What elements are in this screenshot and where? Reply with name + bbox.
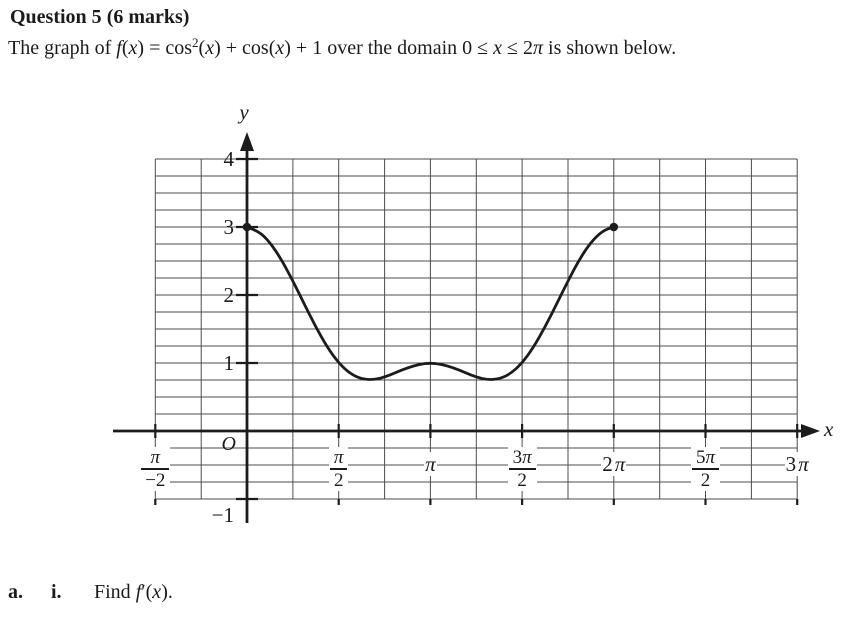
question-number: Question 5	[10, 6, 102, 28]
intro-run: ) + 1 over the domain 0 ≤	[284, 37, 494, 59]
intro-run: (	[121, 37, 129, 59]
question-part-a: a. i. Find f′(x).	[8, 581, 173, 604]
x-tick-label: π −2	[125, 447, 185, 491]
y-tick-label: 3	[223, 215, 235, 239]
tick-marks	[154, 157, 799, 505]
function-graph	[113, 132, 820, 523]
fraction: π −2	[140, 447, 171, 491]
x-tick-label: π	[424, 452, 437, 476]
intro-run: f	[116, 37, 122, 59]
prompt-run: ′(	[141, 581, 153, 603]
origin-label: O	[221, 433, 236, 455]
intro-run: x	[128, 37, 138, 59]
intro-run: 2	[192, 35, 199, 50]
prompt-run: x	[152, 581, 162, 603]
prompt-run: f	[135, 581, 142, 603]
grid-lines	[154, 158, 798, 500]
intro-run: π	[533, 37, 544, 59]
endpoint-dot	[609, 222, 619, 232]
question-prompt: Find f′(x).	[94, 581, 173, 603]
question-intro: The graph of f(x) = cos2(x) + cos(x) + 1…	[8, 35, 677, 60]
endpoint-dot	[242, 222, 252, 232]
x-tick-label: 2π	[601, 452, 627, 476]
y-tick-label: −1	[211, 503, 234, 527]
intro-run: ≤ 2	[502, 37, 534, 59]
axes	[113, 132, 820, 523]
intro-run: ) = cos	[137, 37, 193, 59]
intro-run: is shown below.	[543, 37, 677, 59]
part-label: a.	[8, 581, 23, 603]
y-axis-title: y	[239, 100, 249, 124]
y-tick-label: 4	[223, 147, 235, 171]
y-tick-label: 2	[223, 283, 235, 307]
x-tick-label: 3π 2	[492, 447, 552, 491]
intro-run: The graph of	[8, 37, 117, 59]
x-axis-title: x	[824, 417, 834, 441]
intro-run: (	[198, 37, 206, 59]
intro-run: ) + cos(	[214, 37, 276, 59]
function-curve	[245, 225, 616, 381]
question-header: Question 5 (6 marks)	[10, 6, 189, 29]
prompt-run: ).	[161, 581, 173, 603]
y-tick-label: 1	[223, 351, 235, 375]
intro-run: x	[205, 37, 215, 59]
x-tick-label: 3π	[784, 452, 810, 476]
subpart-label: i.	[51, 581, 62, 603]
fraction: 5π 2	[690, 447, 721, 491]
question-marks: (6 marks)	[101, 6, 190, 28]
prompt-run: Find	[94, 581, 136, 603]
x-tick-label: 5π 2	[676, 447, 736, 491]
intro-run: x	[275, 37, 285, 59]
y-axis-arrow	[240, 132, 254, 151]
x-axis-arrow	[801, 424, 820, 438]
fraction: 3π 2	[507, 447, 537, 491]
intro-run: x	[493, 37, 503, 59]
